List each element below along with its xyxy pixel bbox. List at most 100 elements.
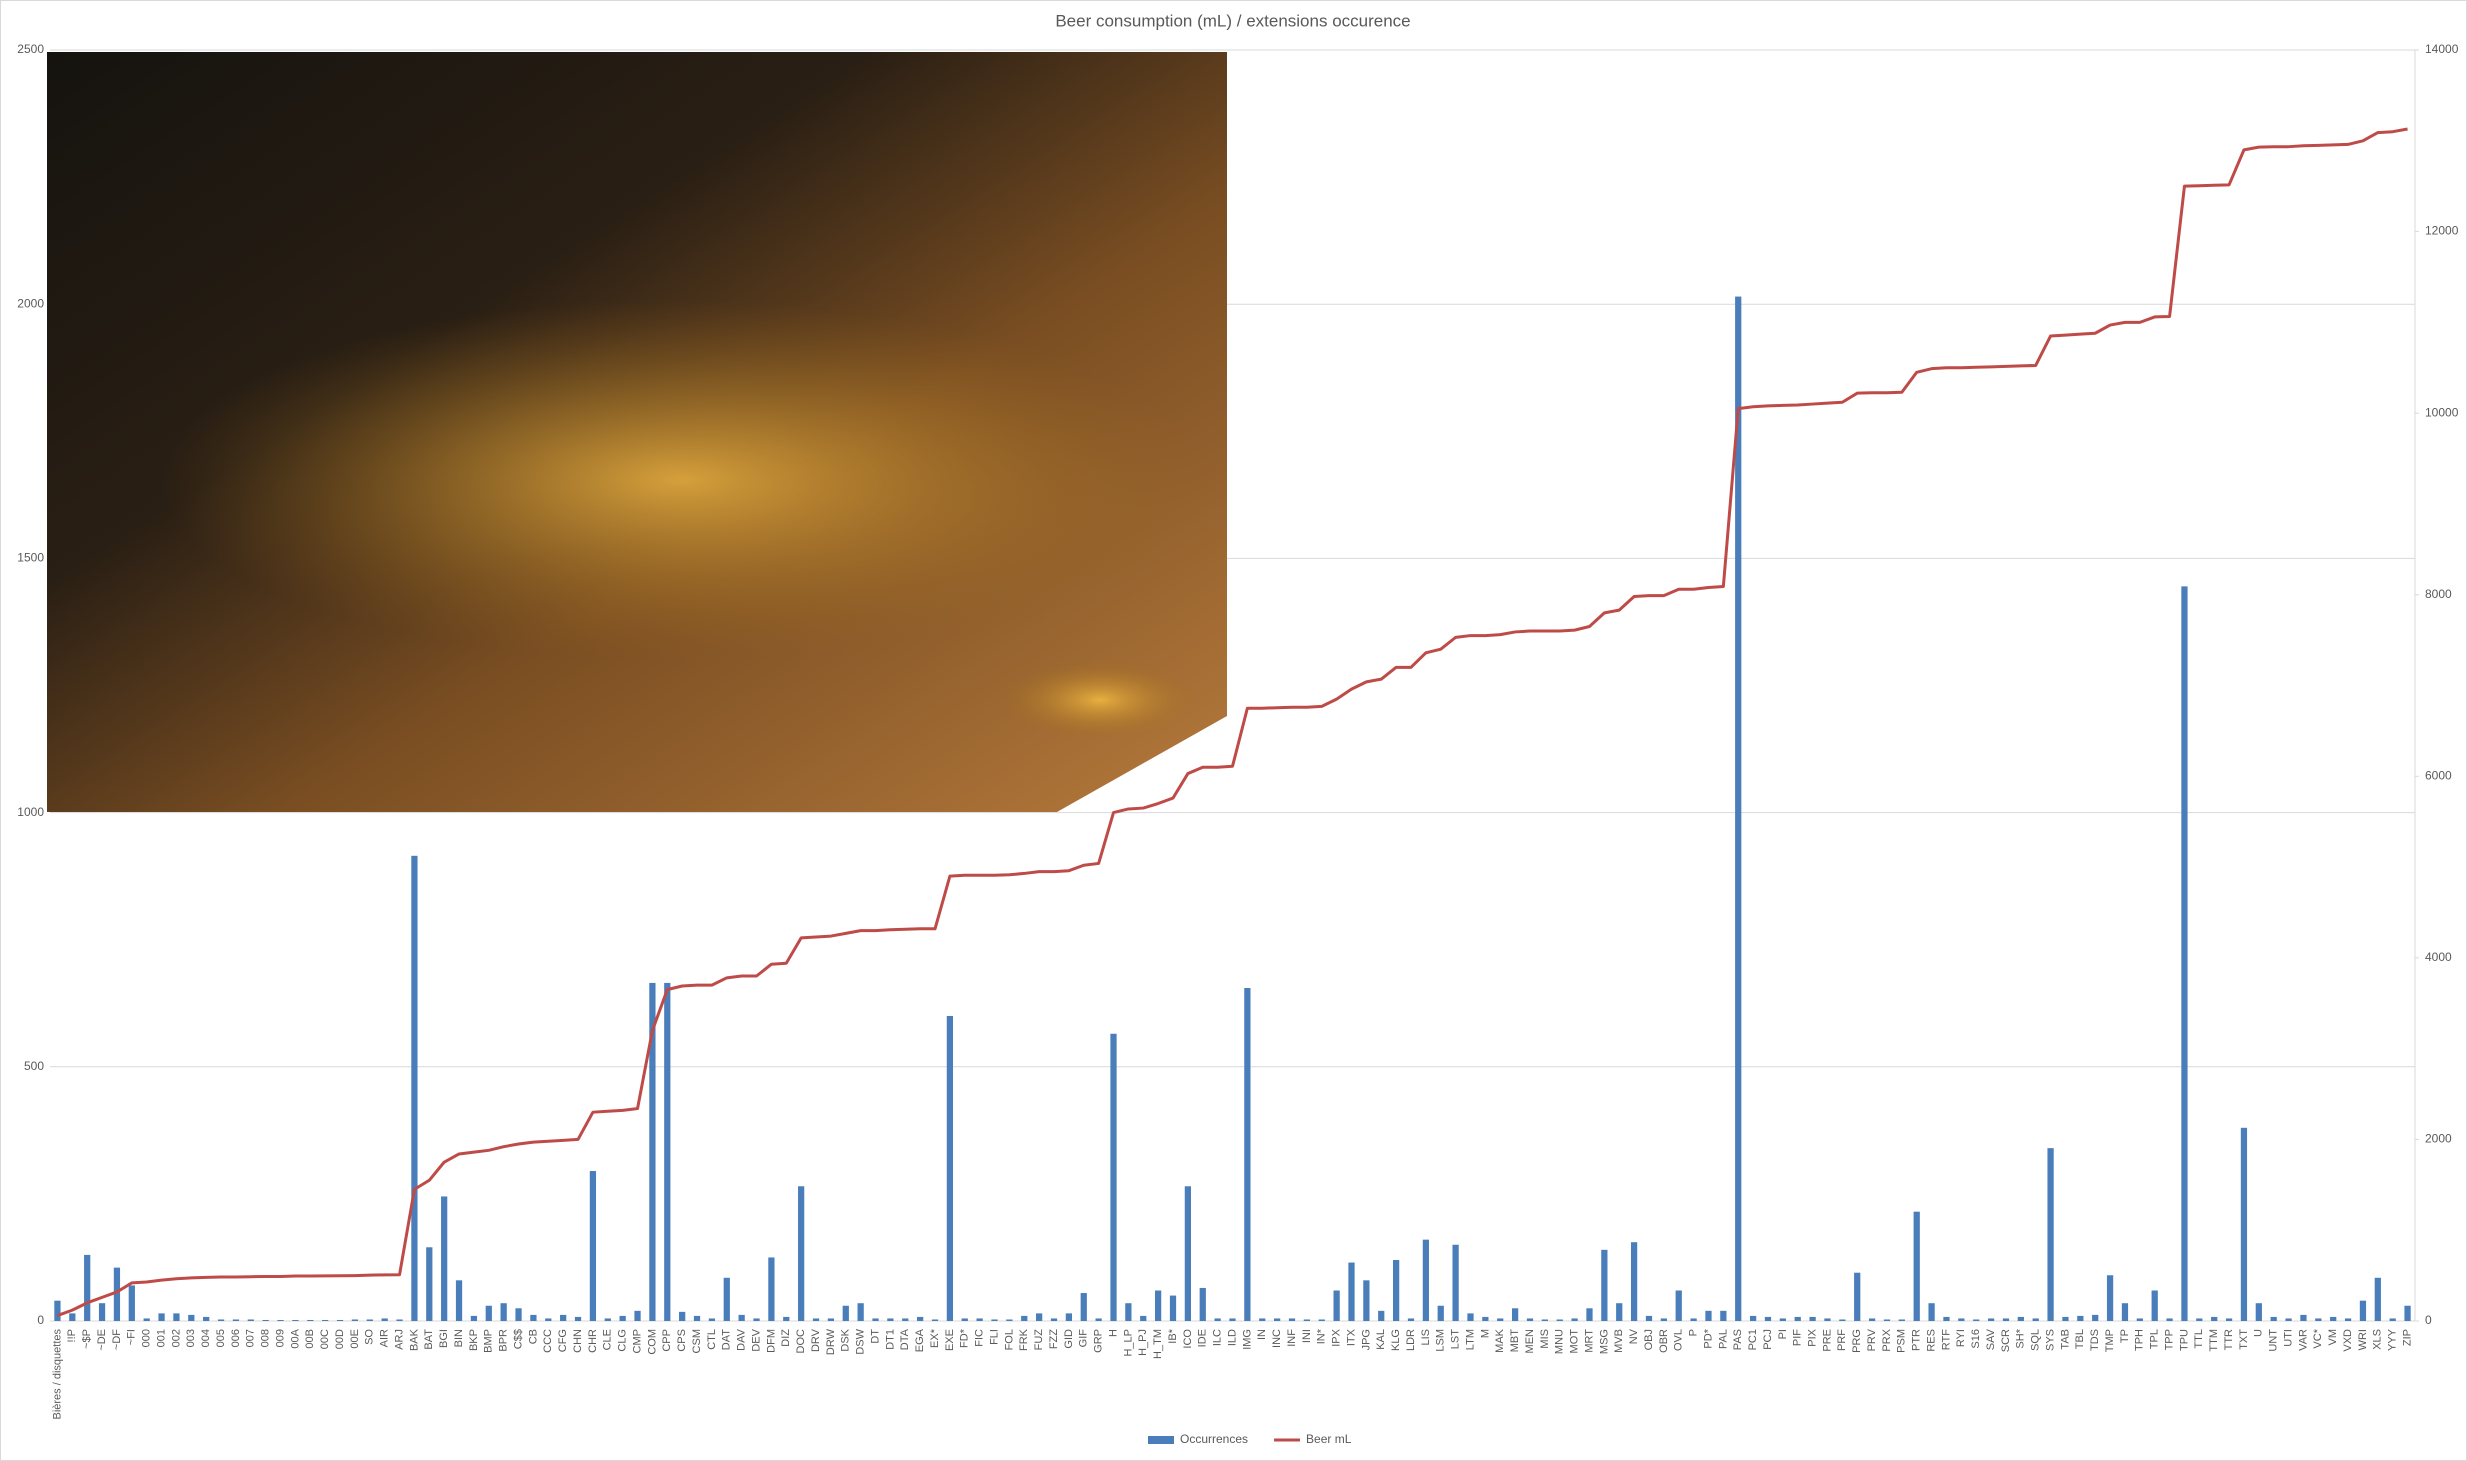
x-tick-label: FZZ [1048, 1329, 1060, 1349]
x-tick-label: INC [1271, 1329, 1283, 1348]
x-tick-label: 002 [170, 1329, 182, 1347]
x-tick-label: VC* [2312, 1328, 2324, 1348]
bar [827, 1318, 835, 1321]
x-tick-label: DSW [855, 1328, 867, 1354]
x-tick-label: MAK [1494, 1328, 1506, 1353]
bar [1497, 1318, 1504, 1321]
bar [1452, 1244, 1459, 1321]
x-tick-label: ILC [1212, 1329, 1224, 1346]
bar [1764, 1316, 1772, 1321]
bar [1898, 1319, 1905, 1321]
bar [917, 1316, 924, 1321]
x-tick-label: M [1479, 1329, 1491, 1338]
bar [247, 1319, 254, 1321]
bar [217, 1319, 225, 1321]
x-tick-label: XLS [2372, 1329, 2384, 1350]
x-tick-label: SYS [2044, 1329, 2056, 1351]
x-tick-label: DT [869, 1329, 881, 1344]
x-tick-label: FUZ [1033, 1329, 1045, 1351]
bar [426, 1247, 433, 1321]
bar [1110, 1033, 1117, 1321]
x-tick-label: ~DF [111, 1329, 123, 1350]
x-tick-label: ITX [1345, 1328, 1357, 1346]
bar [2344, 1318, 2352, 1321]
bar [2389, 1318, 2396, 1321]
bar [2032, 1318, 2039, 1321]
bar [277, 1319, 284, 1321]
x-tick-label: WRI [2357, 1329, 2369, 1350]
x-tick-label: MIS [1539, 1329, 1551, 1349]
bar [738, 1314, 745, 1321]
x-tick-label: VAR [2297, 1329, 2309, 1351]
x-tick-label: S16 [1970, 1329, 1982, 1349]
x-tick-label: PD* [1702, 1328, 1714, 1348]
x-tick-label: MOT [1569, 1329, 1581, 1354]
x-tick-label: LDR [1405, 1329, 1417, 1351]
x-tick-label: CHN [572, 1329, 584, 1353]
x-tick-label: CPP [661, 1329, 673, 1352]
bar [872, 1318, 879, 1321]
x-tick-label: YYY [2387, 1328, 2399, 1351]
x-tick-label: IPX [1331, 1328, 1343, 1346]
x-tick-label: DRW [825, 1328, 837, 1355]
bar [1333, 1290, 1340, 1321]
x-tick-label: H [1107, 1329, 1119, 1337]
bar [2062, 1316, 2069, 1321]
x-tick-label: IB* [1167, 1328, 1179, 1343]
bar [2225, 1318, 2233, 1321]
x-tick-label: ~FI [126, 1329, 138, 1345]
bar [857, 1303, 864, 1321]
x-tick-label: DSK [840, 1328, 852, 1351]
bar [574, 1316, 582, 1321]
x-tick-label: H_TM [1152, 1329, 1164, 1359]
x-tick-label: TPL [2149, 1329, 2161, 1349]
bar [1244, 987, 1251, 1321]
x-tick-label: SH* [2015, 1328, 2027, 1348]
bar [1883, 1319, 1891, 1321]
bar [679, 1311, 686, 1321]
y-tick-label: 1000 [17, 805, 44, 819]
x-tick-label: RES [1925, 1329, 1937, 1352]
x-tick-label: DEV [750, 1328, 762, 1351]
x-tick-label: PRE [1821, 1329, 1833, 1352]
bar [1125, 1303, 1132, 1321]
x-tick-label: SO [364, 1329, 376, 1345]
x-tick-label: MBT [1509, 1329, 1521, 1353]
x-tick-label: TDS [2089, 1329, 2101, 1351]
x-tick-label: TXT [2238, 1329, 2250, 1350]
x-tick-label: IN* [1316, 1328, 1328, 1344]
bar [1854, 1272, 1861, 1321]
x-tick-label: 006 [230, 1329, 242, 1347]
y-tick-label: 1500 [17, 551, 44, 565]
bar [1006, 1319, 1013, 1321]
x-tick-label: DOC [795, 1329, 807, 1354]
y2-tick-label: 4000 [2425, 950, 2452, 964]
bar [1392, 1259, 1400, 1321]
bar [1318, 1319, 1325, 1321]
x-tick-label: 005 [215, 1329, 227, 1347]
x-tick-label: PIF [1792, 1329, 1804, 1346]
bar [902, 1318, 909, 1321]
bar [1259, 1318, 1266, 1321]
x-tick-label: AIR [379, 1329, 391, 1347]
bar [1720, 1310, 1727, 1321]
x-tick-label: DAV [736, 1328, 748, 1350]
x-tick-label: PI [1777, 1329, 1789, 1339]
bar [649, 982, 656, 1321]
bar [515, 1308, 522, 1321]
x-tick-label: PRG [1851, 1329, 1863, 1353]
bar [1958, 1318, 1965, 1321]
x-tick-label: DIZ [780, 1329, 792, 1347]
x-tick-label: PAL [1717, 1329, 1729, 1349]
x-tick-label: ~$P [81, 1329, 93, 1349]
bar [1839, 1319, 1846, 1321]
bar [2166, 1318, 2173, 1321]
bar [2121, 1303, 2129, 1321]
bar [54, 1300, 61, 1321]
x-tick-label: 00D [334, 1329, 346, 1349]
x-tick-label: 008 [260, 1329, 272, 1347]
bar [2181, 586, 2188, 1321]
bar [976, 1318, 983, 1321]
bar [589, 1171, 597, 1321]
bar [2211, 1316, 2218, 1321]
